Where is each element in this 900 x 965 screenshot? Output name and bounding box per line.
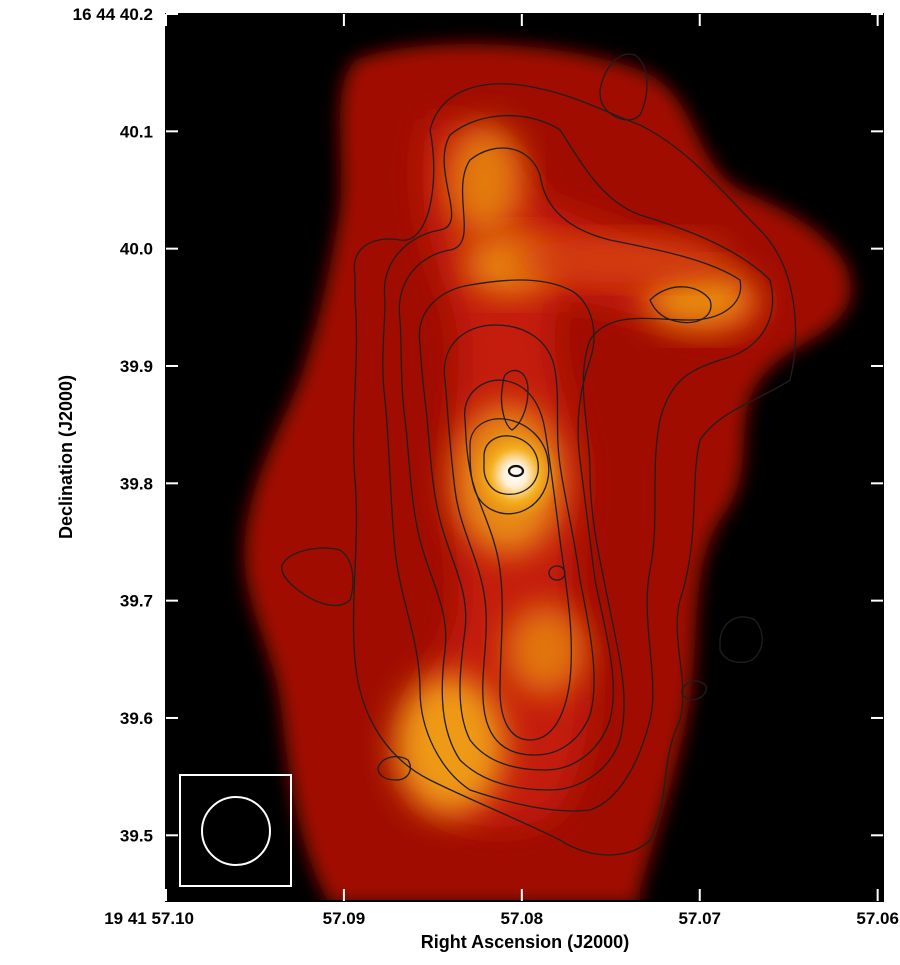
contour-level-2 bbox=[382, 114, 774, 812]
y-tick-label: 16 44 40.2 bbox=[73, 5, 153, 24]
beam-box bbox=[179, 774, 292, 887]
contour-blob-west bbox=[281, 547, 354, 607]
x-axis-title: Right Ascension (J2000) bbox=[421, 932, 629, 952]
contour-level-1 bbox=[352, 83, 797, 856]
y-tick-label: 40.1 bbox=[120, 122, 153, 141]
y-tick-label: 39.7 bbox=[120, 592, 153, 611]
contour-blob-south-west bbox=[377, 756, 411, 781]
contour-blob-southeast bbox=[681, 680, 707, 701]
contour-level-4 bbox=[418, 279, 614, 771]
emission-knot-east bbox=[645, 270, 755, 330]
y-axis-ticks: 39.5 39.6 39.7 39.8 39.9 40.0 40.1 16 44 40.2 bbox=[73, 5, 883, 845]
contour-level-7 bbox=[469, 418, 550, 515]
contour-blob-north-east bbox=[599, 53, 648, 121]
y-axis-title: Declination (J2000) bbox=[56, 375, 76, 539]
contour-east-loop bbox=[649, 286, 712, 324]
x-tick-label: 57.06 bbox=[856, 909, 899, 928]
emission-bar-east bbox=[510, 238, 730, 282]
y-tick-label: 39.8 bbox=[120, 474, 153, 493]
x-tick-label: 19 41 57.10 bbox=[104, 909, 194, 928]
contour-blob-east bbox=[719, 616, 763, 663]
beam-marker bbox=[179, 774, 292, 887]
contour-overlay bbox=[281, 53, 797, 856]
y-tick-label: 39.5 bbox=[120, 826, 153, 845]
y-tick-label: 39.9 bbox=[120, 357, 153, 376]
emission-knot-south bbox=[395, 675, 505, 815]
contour-blob-small bbox=[548, 565, 566, 581]
contour-level-6 bbox=[464, 379, 572, 741]
contour-level-3 bbox=[398, 147, 742, 791]
plot-frame bbox=[165, 13, 884, 902]
contour-level-5 bbox=[443, 324, 595, 756]
emission-knot-southeast bbox=[505, 605, 585, 695]
x-tick-label: 57.09 bbox=[323, 909, 366, 928]
y-tick-label: 40.0 bbox=[120, 240, 153, 259]
contour-level-8 bbox=[483, 435, 539, 495]
x-axis-ticks: 19 41 57.10 57.09 57.08 57.07 57.06 bbox=[104, 14, 899, 928]
contour-north-finger bbox=[500, 369, 529, 431]
x-tick-label: 57.08 bbox=[501, 909, 544, 928]
x-tick-label: 57.07 bbox=[678, 909, 721, 928]
emission-image bbox=[244, 44, 852, 901]
emission-knot-north bbox=[447, 125, 523, 235]
beam-ellipse bbox=[201, 796, 271, 866]
contour-peak bbox=[507, 464, 525, 478]
y-tick-label: 39.6 bbox=[120, 709, 153, 728]
